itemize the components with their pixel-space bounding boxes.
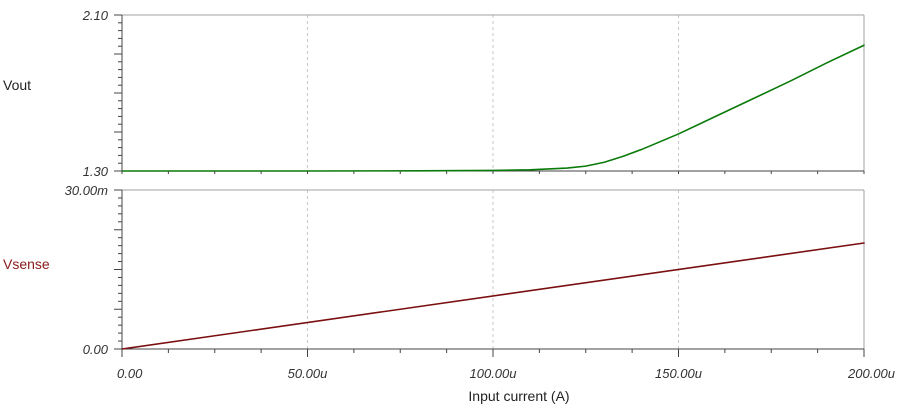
y-tick-label-max: 30.00m [65,183,109,198]
vsense-axis-label: Vsense [3,256,50,272]
vout-axis-label: Vout [3,77,31,93]
vsense-series-line [121,242,865,350]
series-layer [121,44,865,350]
x-tick-label: 50.00u [288,366,328,381]
label-layer: Vout Vsense Input current (A) [3,77,570,404]
x-tick-label: 150.00u [655,366,702,381]
tick-layer: 2.10 1.30 30.00m 0.00 0.00 50.00u 100.00u 150.0… [65,8,895,381]
x-tick-label: 0.00 [117,366,143,381]
x-tick-label: 100.00u [470,366,517,381]
grid-layer [307,15,679,349]
y-tick-label-min: 0.00 [83,342,109,357]
vout-series-line [121,44,865,172]
x-axis-label: Input current (A) [468,388,569,404]
y-tick-label-max: 2.10 [82,8,109,23]
y-tick-label-min: 1.30 [83,164,109,179]
x-tick-label: 200.00u [847,366,895,381]
